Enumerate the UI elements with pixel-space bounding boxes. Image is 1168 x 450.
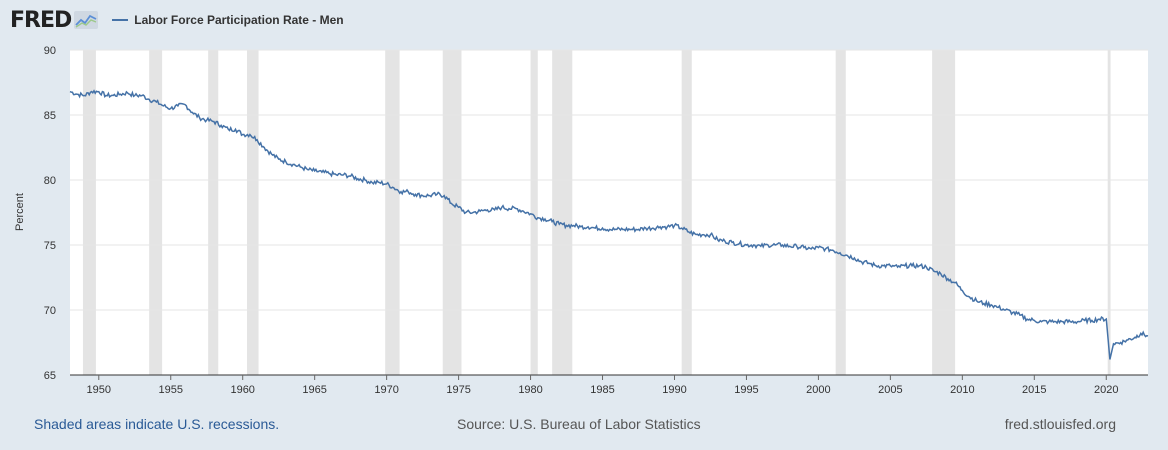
x-tick-label: 2015 (1022, 384, 1046, 396)
recession-band (247, 50, 259, 375)
x-tick-label: 1990 (662, 384, 686, 396)
x-tick-label: 1985 (590, 384, 614, 396)
legend-swatch (112, 19, 129, 21)
recession-band (1107, 50, 1111, 375)
legend-label: Labor Force Participation Rate - Men (134, 13, 344, 27)
x-tick-label: 1950 (87, 384, 111, 396)
recession-band (681, 50, 692, 375)
x-tick-label: 1975 (446, 384, 470, 396)
recession-band (385, 50, 400, 375)
plot-area (70, 50, 1148, 375)
y-axis: 65 70 75 80 85 90 (44, 45, 56, 382)
recession-band (530, 50, 538, 375)
series-line-men[interactable] (69, 89, 1149, 360)
site-url: fred.stlouisfed.org (1004, 416, 1116, 432)
recession-band (932, 50, 956, 375)
recession-band (835, 50, 846, 375)
recession-band (552, 50, 573, 375)
recession-band (149, 50, 163, 375)
x-tick-label: 2010 (950, 384, 974, 396)
legend[interactable]: Labor Force Participation Rate - Men (112, 13, 344, 27)
y-tick-label: 85 (44, 110, 56, 122)
recession-band (442, 50, 462, 375)
line-chart[interactable]: 65 70 75 80 85 90 1950 1955 1960 1965 1970 1975 198… (0, 36, 1168, 406)
chart-logo-icon (74, 11, 99, 29)
chart-header: FRED Labor Force Participation Rate - Me… (10, 6, 344, 34)
y-axis-label: Percent (14, 193, 26, 231)
x-tick-label: 1995 (734, 384, 758, 396)
x-tick-label: 2020 (1094, 384, 1118, 396)
fred-logo[interactable]: FRED (10, 7, 99, 33)
x-tick-label: 1960 (230, 384, 254, 396)
x-tick-label: 1965 (302, 384, 326, 396)
y-tick-label: 75 (44, 240, 56, 252)
recession-band (82, 50, 96, 375)
x-tick-label: 1980 (518, 384, 542, 396)
fred-logo-text: FRED (10, 7, 72, 33)
recession-bands (82, 50, 1111, 375)
recession-band (208, 50, 219, 375)
x-axis: 1950 1955 1960 1965 1970 1975 1980 1985 1990 1995… (70, 374, 1148, 396)
x-tick-label: 2005 (878, 384, 902, 396)
y-tick-label: 70 (44, 305, 56, 317)
recession-note-link[interactable]: Shaded areas indicate U.S. recessions. (34, 416, 280, 432)
x-tick-label: 1970 (374, 384, 398, 396)
x-tick-label: 2000 (806, 384, 830, 396)
y-tick-label: 65 (44, 370, 56, 382)
chart-footer: Shaded areas indicate U.S. recessions. S… (0, 416, 1168, 436)
source-note: Source: U.S. Bureau of Labor Statistics (457, 416, 701, 432)
y-tick-label: 80 (44, 175, 56, 187)
x-tick-label: 1955 (159, 384, 183, 396)
y-tick-label: 90 (44, 45, 56, 57)
